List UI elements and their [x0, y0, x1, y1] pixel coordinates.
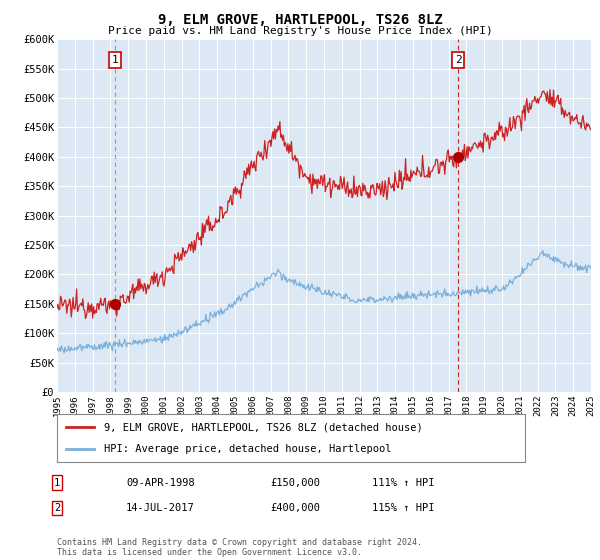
Text: HPI: Average price, detached house, Hartlepool: HPI: Average price, detached house, Hart… — [104, 444, 391, 454]
Text: 115% ↑ HPI: 115% ↑ HPI — [372, 503, 434, 513]
Text: 14-JUL-2017: 14-JUL-2017 — [126, 503, 195, 513]
Text: 1: 1 — [54, 478, 60, 488]
Text: 9, ELM GROVE, HARTLEPOOL, TS26 8LZ: 9, ELM GROVE, HARTLEPOOL, TS26 8LZ — [158, 13, 442, 27]
Text: 2: 2 — [54, 503, 60, 513]
Text: 09-APR-1998: 09-APR-1998 — [126, 478, 195, 488]
Text: Price paid vs. HM Land Registry's House Price Index (HPI): Price paid vs. HM Land Registry's House … — [107, 26, 493, 36]
Text: £150,000: £150,000 — [270, 478, 320, 488]
Text: Contains HM Land Registry data © Crown copyright and database right 2024.
This d: Contains HM Land Registry data © Crown c… — [57, 538, 422, 557]
Text: 9, ELM GROVE, HARTLEPOOL, TS26 8LZ (detached house): 9, ELM GROVE, HARTLEPOOL, TS26 8LZ (deta… — [104, 422, 422, 432]
Text: 2: 2 — [455, 55, 461, 65]
Text: 111% ↑ HPI: 111% ↑ HPI — [372, 478, 434, 488]
Text: 1: 1 — [112, 55, 119, 65]
Text: £400,000: £400,000 — [270, 503, 320, 513]
